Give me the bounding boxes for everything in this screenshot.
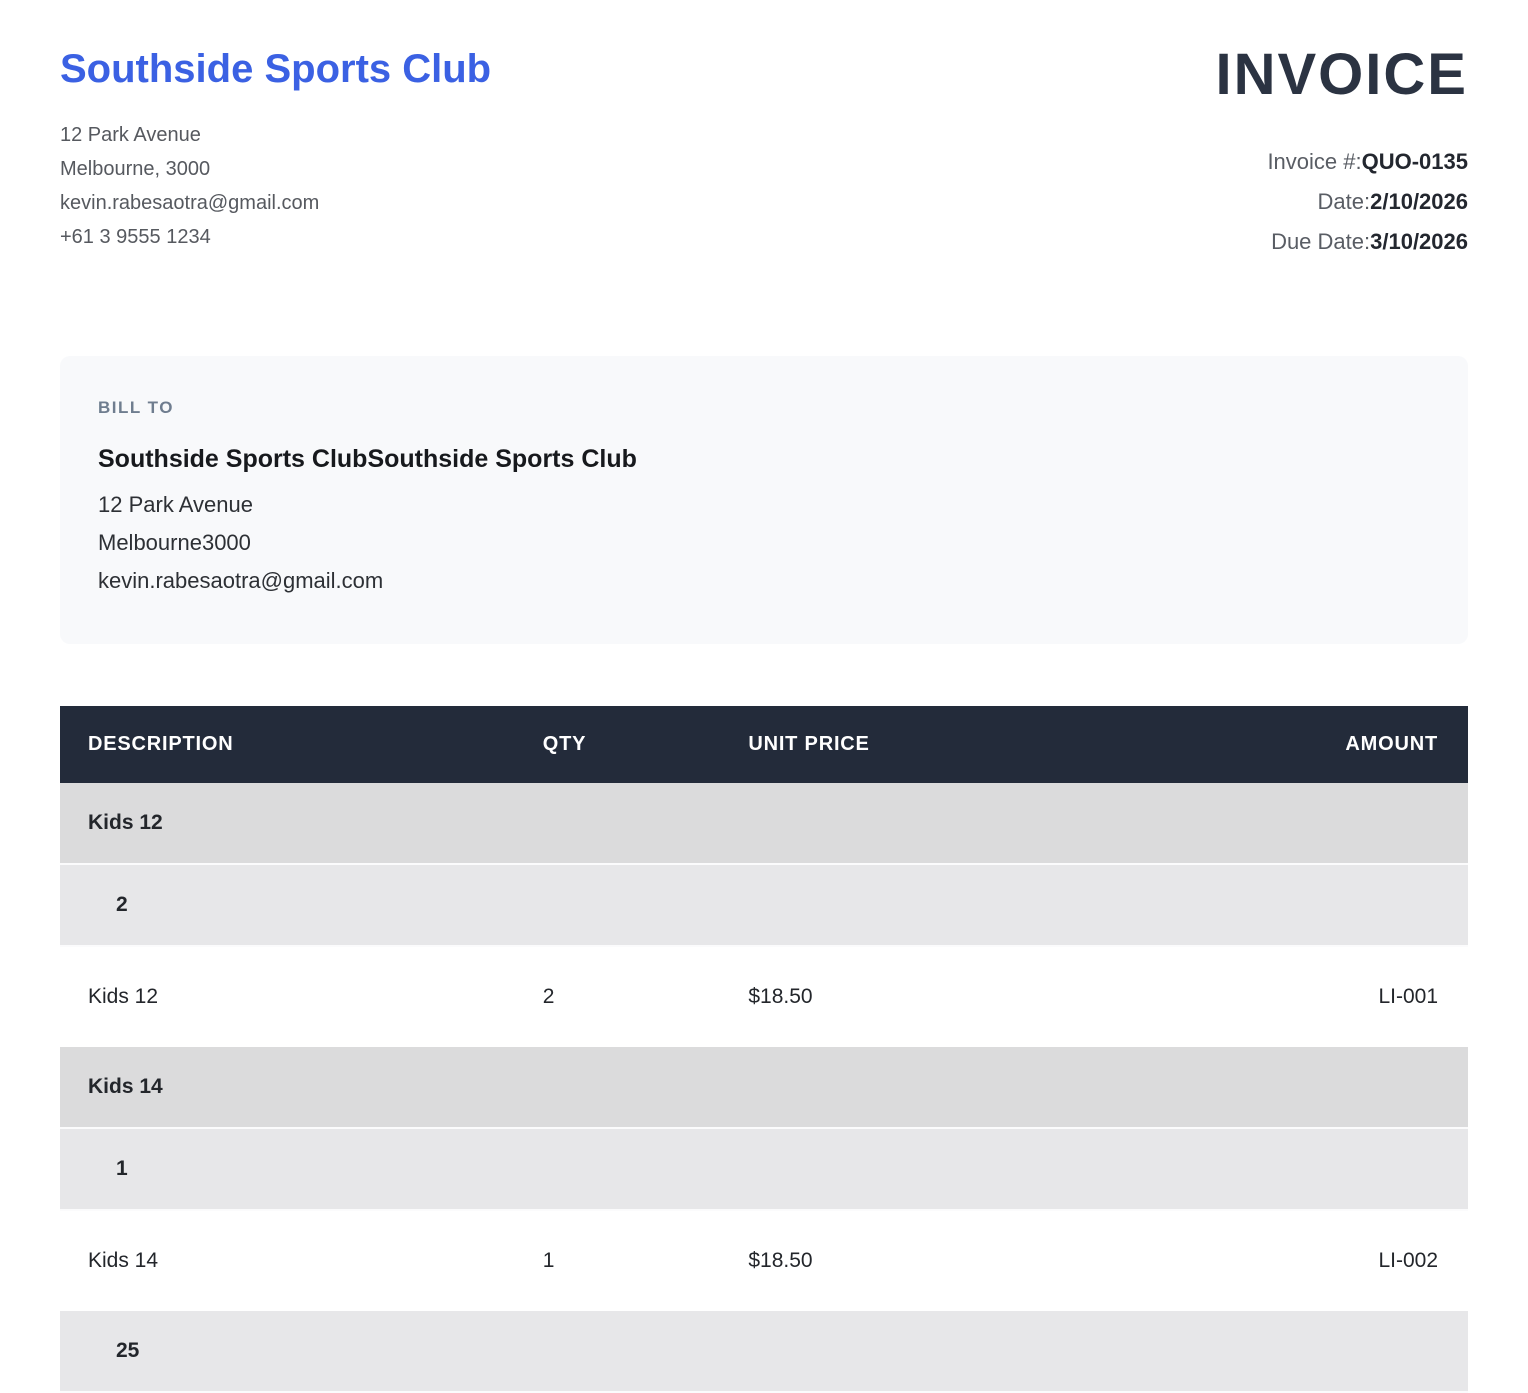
- company-address-line1: 12 Park Avenue: [60, 124, 201, 146]
- invoice-table-body: Kids 12 2 Kids 12 2 $18.50 LI-001 Kids 14 1 Kids…: [60, 783, 1468, 1393]
- bill-to-address-line1: 12 Park Avenue: [98, 492, 253, 517]
- invoice-number-value: QUO-0135: [1361, 149, 1468, 174]
- qty-row: 2: [60, 864, 1468, 947]
- cell-description: Kids 12: [60, 946, 515, 1047]
- cell-description: 2: [60, 864, 1468, 947]
- bill-to-card: BILL TO Southside Sports ClubSouthside S…: [60, 356, 1468, 644]
- cell-unit-price: $18.50: [720, 1210, 1040, 1311]
- invoice-meta: Invoice #:QUO-0135 Date:2/10/2026 Due Da…: [1216, 142, 1468, 262]
- invoice-due-date-value: 3/10/2026: [1370, 229, 1468, 254]
- invoice-number-row: Invoice #:QUO-0135: [1216, 142, 1468, 182]
- bill-to-name: Southside Sports ClubSouthside Sports Cl…: [98, 445, 637, 473]
- cell-description: 25: [60, 1311, 1468, 1393]
- cell-description: Kids 14: [60, 1210, 515, 1311]
- header-amount: AMOUNT: [1039, 706, 1468, 783]
- company-info: Southside Sports Club 12 Park Avenue Mel…: [60, 46, 491, 254]
- cell-unit-price: $18.50: [720, 946, 1040, 1047]
- invoice-due-date-label: Due Date:: [1271, 229, 1371, 254]
- header-row: DESCRIPTION QTY UNIT PRICE AMOUNT: [60, 706, 1468, 783]
- group-row: Kids 12: [60, 783, 1468, 865]
- company-email: kevin.rabesaotra@gmail.com: [60, 192, 320, 214]
- cell-qty: 1: [514, 1210, 721, 1311]
- bill-to-email: kevin.rabesaotra@gmail.com: [98, 568, 384, 593]
- detail-row: Kids 14 1 $18.50 LI-002: [60, 1210, 1468, 1311]
- detail-row: Kids 12 2 $18.50 LI-001: [60, 946, 1468, 1047]
- invoice-items-table: DESCRIPTION QTY UNIT PRICE AMOUNT Kids 1…: [60, 706, 1468, 1393]
- cell-amount: LI-001: [1039, 946, 1468, 1047]
- company-name: Southside Sports Club: [60, 47, 492, 91]
- invoice-title: INVOICE: [1215, 42, 1468, 107]
- cell-qty: 2: [514, 946, 721, 1047]
- group-row: Kids 14: [60, 1047, 1468, 1129]
- cell-description: 1: [60, 1128, 1468, 1211]
- invoice-date-label: Date:: [1317, 189, 1371, 214]
- qty-row: 25: [60, 1311, 1468, 1393]
- invoice-date-row: Date:2/10/2026: [1216, 182, 1468, 222]
- invoice-meta-block: INVOICE Invoice #:QUO-0135 Date:2/10/202…: [1216, 46, 1469, 262]
- invoice-date-value: 2/10/2026: [1370, 189, 1468, 214]
- bill-to-address-line2: Melbourne3000: [98, 530, 251, 555]
- cell-description: Kids 12: [60, 783, 1468, 865]
- qty-row: 1: [60, 1128, 1468, 1211]
- cell-description: Kids 14: [60, 1047, 1468, 1129]
- header-unit-price: UNIT PRICE: [720, 706, 1040, 783]
- bill-to-label: BILL TO: [98, 398, 174, 417]
- invoice-header: Southside Sports Club 12 Park Avenue Mel…: [60, 46, 1468, 262]
- invoice-number-label: Invoice #:: [1267, 149, 1362, 174]
- header-qty: QTY: [514, 706, 721, 783]
- company-address: 12 Park Avenue Melbourne, 3000 kevin.rab…: [60, 118, 491, 254]
- invoice-due-date-row: Due Date:3/10/2026: [1216, 222, 1468, 262]
- company-address-line2: Melbourne, 3000: [60, 158, 211, 180]
- company-phone: +61 3 9555 1234: [60, 226, 211, 248]
- cell-amount: LI-002: [1039, 1210, 1468, 1311]
- items-table-header: DESCRIPTION QTY UNIT PRICE AMOUNT: [60, 706, 1468, 783]
- header-description: DESCRIPTION: [60, 706, 515, 783]
